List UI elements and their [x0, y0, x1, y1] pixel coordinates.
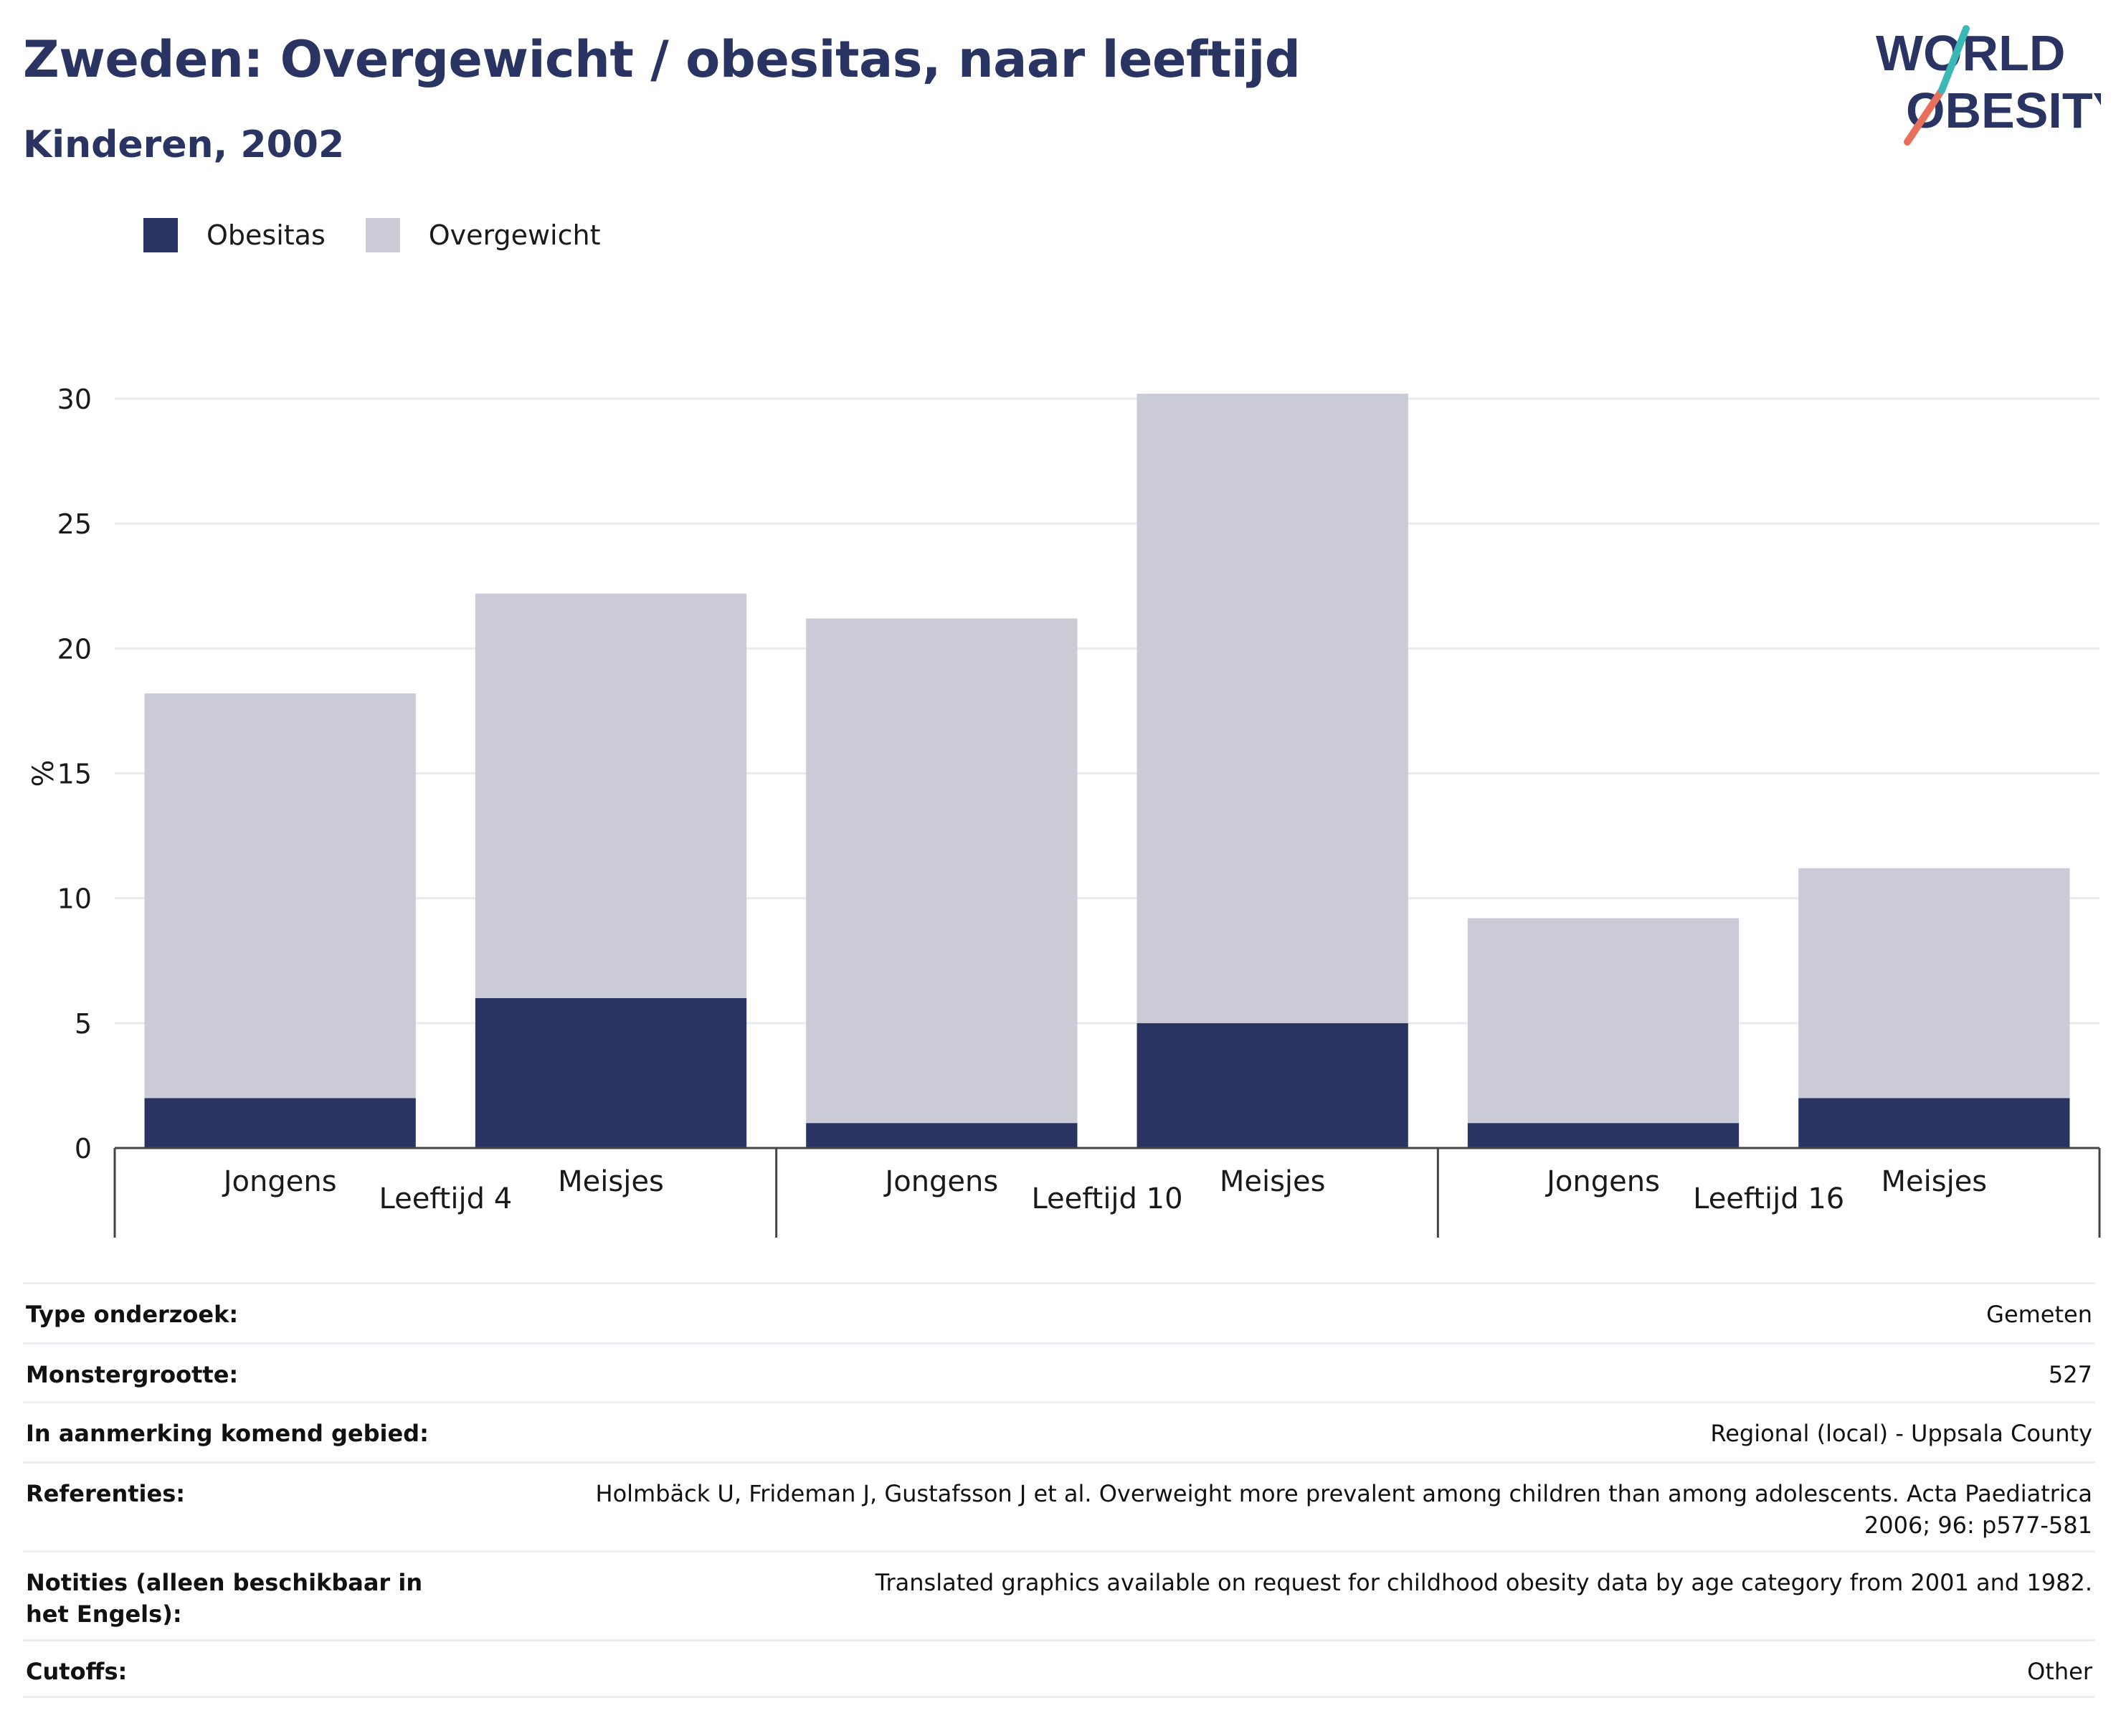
info-key: Cutoffs:: [26, 1658, 128, 1685]
bar-overgewicht-1: [475, 593, 747, 998]
bar-obesitas-5: [1798, 1098, 2070, 1148]
legend-item-obesitas[interactable]: Obesitas: [143, 218, 326, 252]
y-tick-label: 30: [57, 384, 92, 415]
group-label: Leeftijd 10: [1031, 1182, 1182, 1215]
info-row-cutoffs: Cutoffs: Other: [23, 1639, 2095, 1698]
y-axis-label: %: [27, 759, 60, 787]
world-obesity-logo: WORLD OBESITY: [1876, 25, 2101, 146]
info-value: 527: [2048, 1361, 2092, 1388]
info-value: Holmbäck U, Frideman J, Gustafsson J et …: [595, 1480, 2093, 1539]
legend-swatch-overgewicht: [365, 218, 400, 252]
info-key: In aanmerking komend gebied:: [26, 1420, 429, 1447]
y-tick-label: 25: [57, 508, 92, 540]
page-title: Zweden: Overgewicht / obesitas, naar lee…: [23, 30, 1301, 89]
bar-overgewicht-2: [806, 618, 1078, 1124]
group-label: Leeftijd 16: [1693, 1182, 1844, 1215]
y-tick-label: 5: [75, 1008, 92, 1040]
bar-overgewicht-4: [1467, 918, 1740, 1124]
info-row-type: Type onderzoek: Gemeten: [23, 1282, 2095, 1342]
info-row-area: In aanmerking komend gebied: Regional (l…: [23, 1401, 2095, 1461]
bar-overgewicht-5: [1798, 868, 2070, 1099]
bar-overgewicht-3: [1137, 394, 1408, 1023]
info-key: Monstergrootte:: [26, 1361, 239, 1388]
info-key: Referenties:: [26, 1480, 186, 1507]
legend-item-overgewicht[interactable]: Overgewicht: [365, 218, 601, 252]
x-tick-label: Jongens: [222, 1165, 337, 1198]
info-row-notes: Notities (alleen beschikbaar in het Enge…: [23, 1550, 2095, 1639]
bar-overgewicht-0: [144, 693, 416, 1099]
x-tick-label: Jongens: [883, 1165, 998, 1198]
chart-legend: Obesitas Overgewicht: [143, 214, 641, 257]
bar-obesitas-0: [144, 1098, 416, 1148]
y-tick-label: 20: [57, 633, 92, 665]
info-value: Gemeten: [1986, 1301, 2092, 1328]
bar-obesitas-4: [1467, 1123, 1740, 1148]
x-tick-label: Meisjes: [1220, 1165, 1326, 1198]
x-tick-label: Meisjes: [1882, 1165, 1988, 1198]
y-tick-label: 0: [75, 1133, 92, 1165]
info-value: Regional (local) - Uppsala County: [1710, 1420, 2092, 1447]
bar-obesitas-3: [1137, 1023, 1408, 1148]
info-key: Type onderzoek:: [26, 1301, 239, 1328]
y-tick-label: 10: [57, 883, 92, 915]
legend-label-obesitas: Obesitas: [207, 219, 326, 251]
legend-label-overgewicht: Overgewicht: [428, 219, 601, 251]
x-tick-label: Meisjes: [558, 1165, 664, 1198]
group-label: Leeftijd 4: [379, 1182, 513, 1215]
page-subtitle: Kinderen, 2002: [23, 123, 345, 166]
legend-swatch-obesitas: [143, 218, 178, 252]
bar-obesitas-1: [475, 998, 747, 1148]
logo-line1: WORLD: [1876, 25, 2065, 81]
bar-obesitas-2: [806, 1123, 1078, 1148]
info-row-sample: Monstergrootte: 527: [23, 1342, 2095, 1401]
info-row-references: Referenties: Holmbäck U, Frideman J, Gus…: [23, 1461, 2095, 1550]
y-tick-label: 15: [57, 759, 92, 790]
info-table: Type onderzoek: Gemeten Monstergrootte: …: [23, 1282, 2095, 1698]
x-tick-label: Jongens: [1545, 1165, 1660, 1198]
info-value: Other: [2027, 1658, 2092, 1685]
info-key: Notities (alleen beschikbaar in het Enge…: [26, 1569, 423, 1628]
stacked-bar-chart: 0 5 10 15 20 25 30% Jongens Meisjes Jongens Meisje…: [27, 384, 2101, 1238]
info-value: Translated graphics available on request…: [875, 1569, 2092, 1596]
